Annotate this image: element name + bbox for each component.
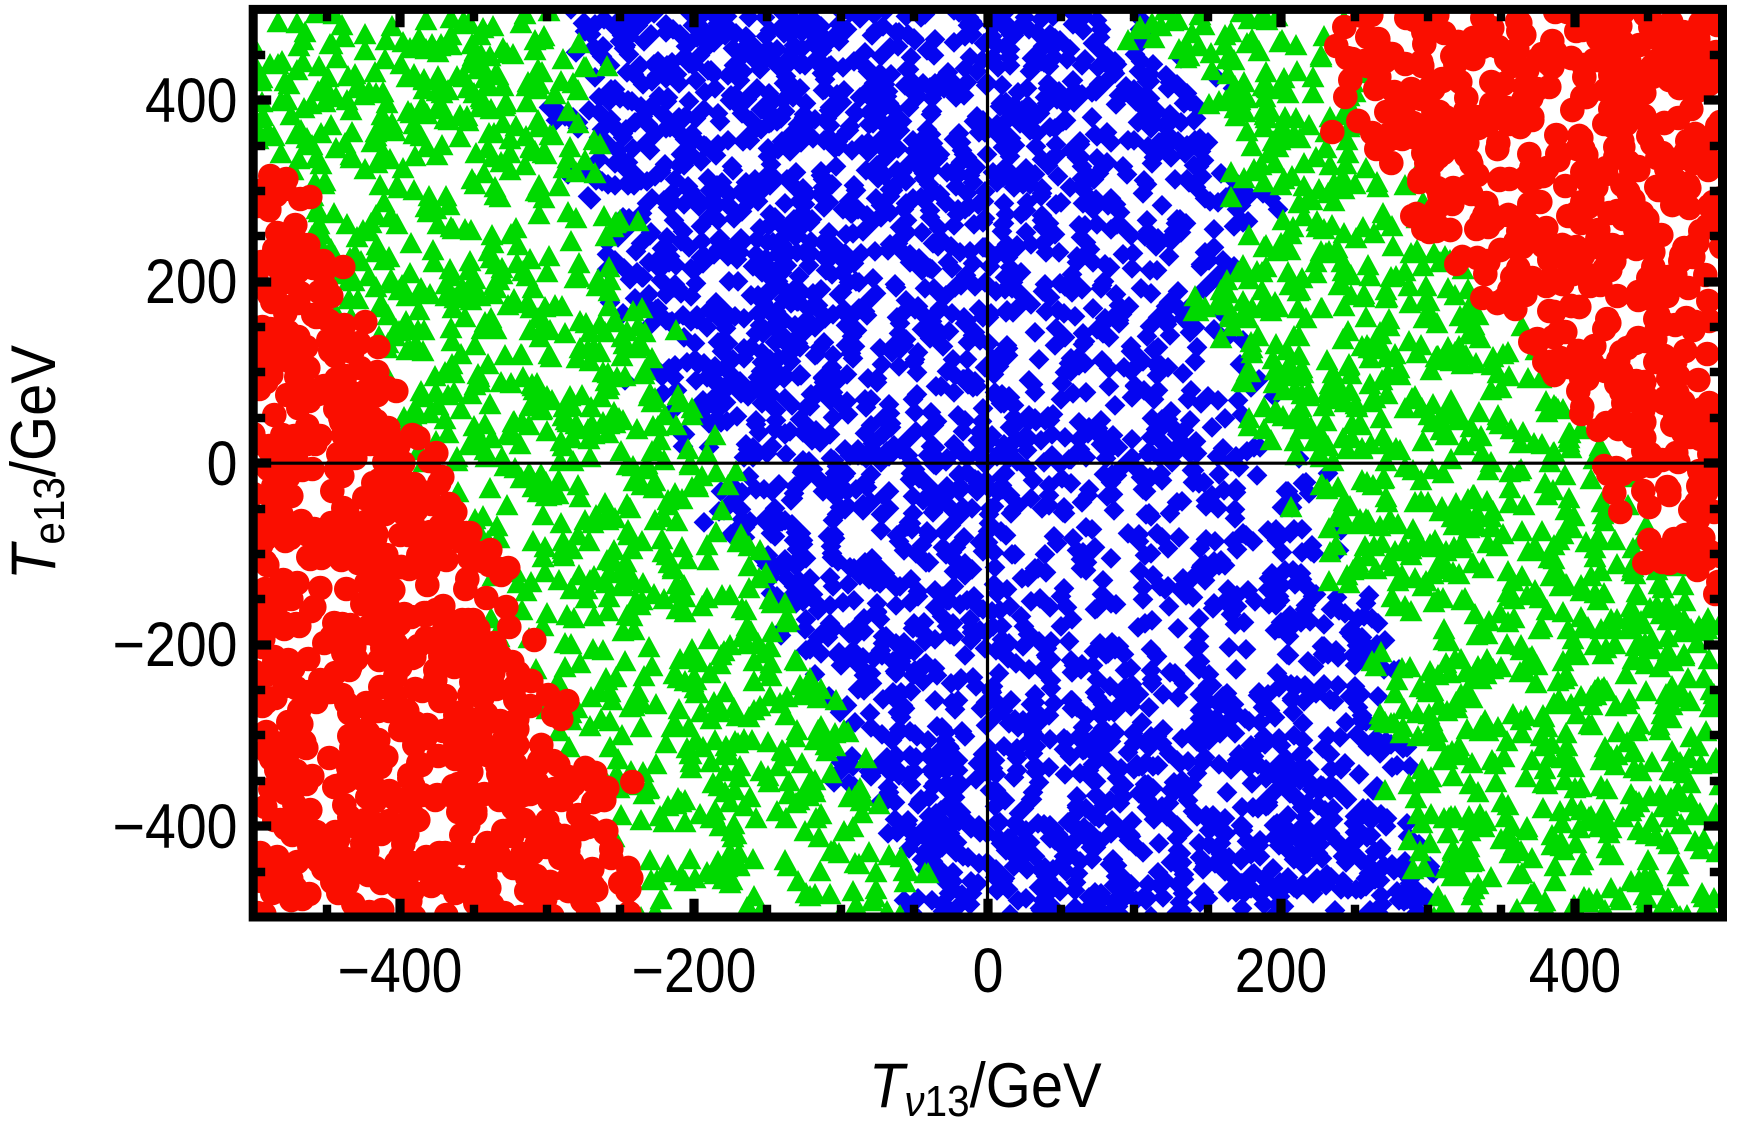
svg-text:−400: −400 <box>338 935 463 1006</box>
svg-text:Te13/GeV: Te13/GeV <box>0 344 73 580</box>
svg-text:0: 0 <box>973 935 1004 1006</box>
svg-text:Tν13/GeV: Tν13/GeV <box>869 1050 1102 1126</box>
svg-text:0: 0 <box>207 428 238 499</box>
svg-text:200: 200 <box>1235 935 1327 1006</box>
svg-text:400: 400 <box>1529 935 1621 1006</box>
svg-text:400: 400 <box>145 65 237 136</box>
svg-text:200: 200 <box>145 246 237 317</box>
svg-text:−200: −200 <box>632 935 757 1006</box>
svg-text:−200: −200 <box>113 609 238 680</box>
svg-text:−400: −400 <box>113 791 238 862</box>
